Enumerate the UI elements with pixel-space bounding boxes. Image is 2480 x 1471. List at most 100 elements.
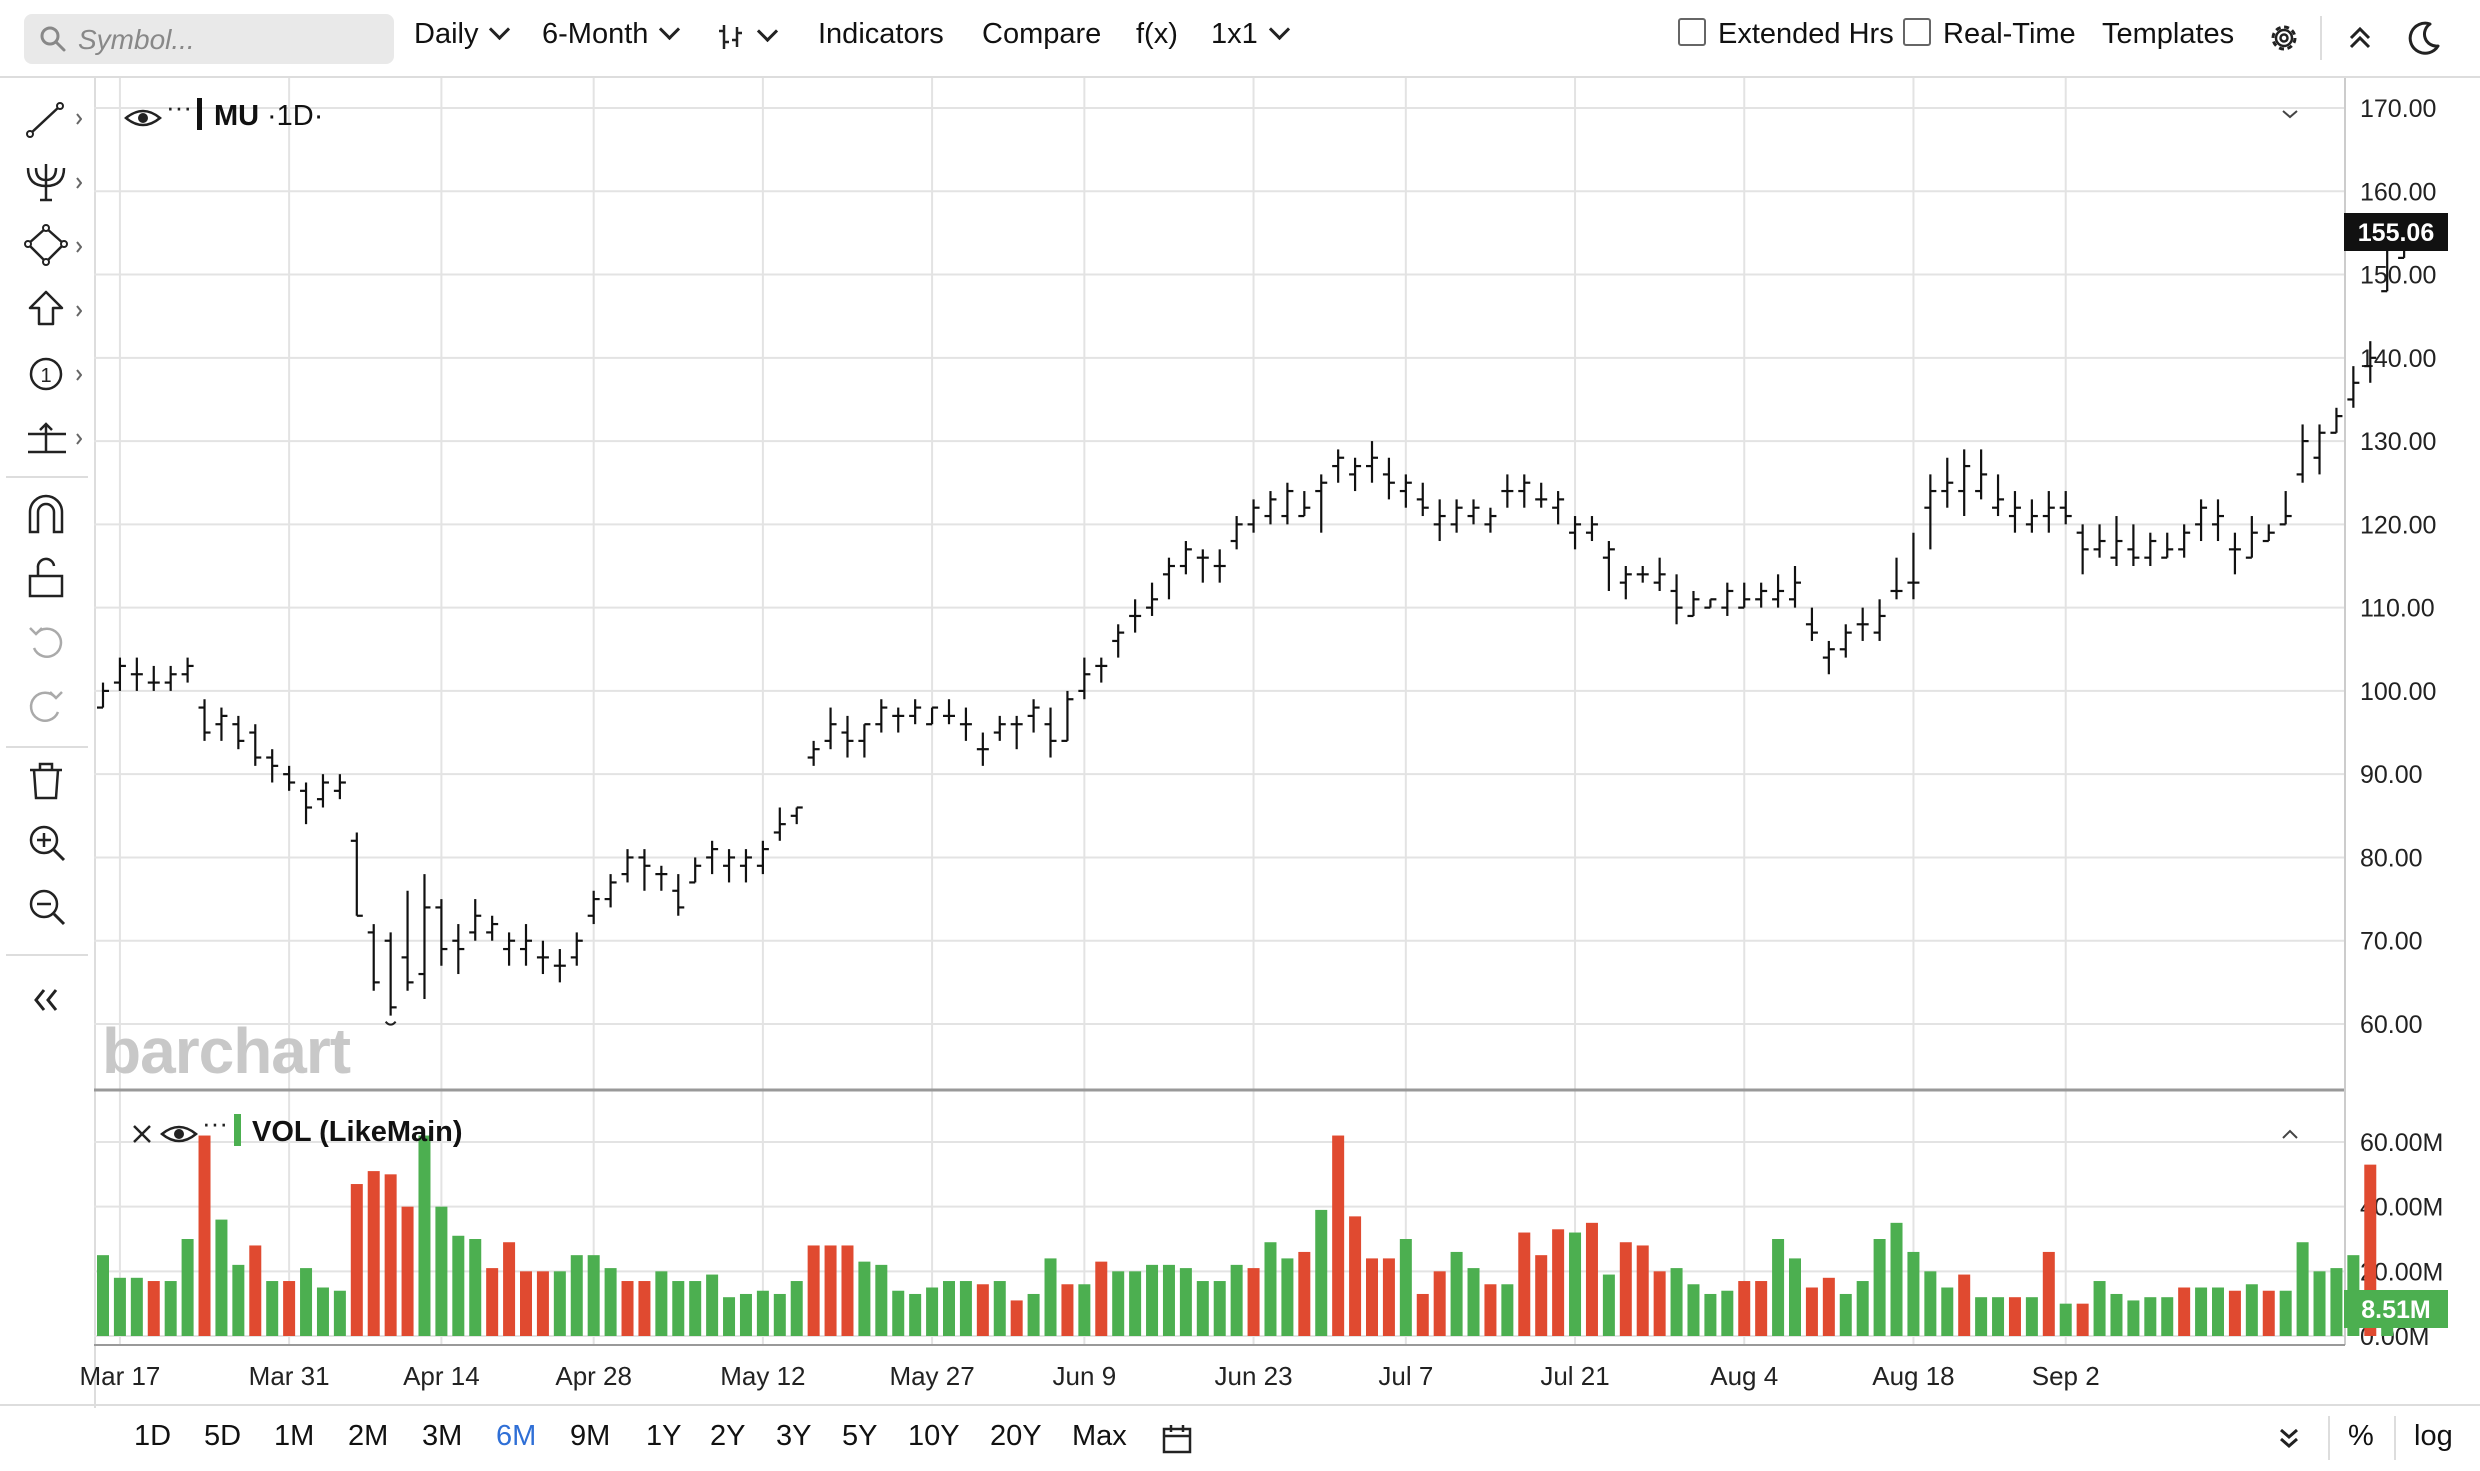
price-tick-label: 150.00 [2360, 262, 2436, 290]
volume-bar [976, 1284, 989, 1336]
last-volume-label: 8.51M [2361, 1296, 2430, 1324]
volume-bar [1839, 1293, 1852, 1336]
ohlc-bar [1602, 541, 1615, 591]
log-scale-button[interactable]: log [2414, 1420, 2453, 1452]
symbol-search[interactable] [24, 14, 394, 64]
more-options-icon[interactable]: ··· [202, 1108, 228, 1138]
ohlc-bar [181, 657, 194, 683]
indicators-button[interactable]: Indicators [818, 18, 944, 50]
ohlc-bar [943, 699, 955, 725]
ohlc-bar [266, 749, 279, 783]
range-button-10y[interactable]: 10Y [908, 1420, 960, 1452]
volume-bar [316, 1287, 329, 1336]
eye-icon[interactable] [124, 109, 162, 127]
compare-button[interactable]: Compare [982, 18, 1102, 50]
collapse-up-icon[interactable] [2340, 18, 2380, 58]
range-button-max[interactable]: Max [1072, 1420, 1127, 1452]
calendar-icon[interactable] [1160, 1422, 1194, 1456]
real-time-toggle[interactable]: Real-Time [1903, 18, 2076, 51]
function-button[interactable]: f(x) [1136, 18, 1178, 50]
volume-bar [198, 1135, 211, 1336]
ohlc-bar [232, 715, 245, 750]
range-button-2y[interactable]: 2Y [710, 1420, 746, 1452]
ohlc-bar [706, 840, 719, 875]
delete-drawings-button[interactable] [22, 754, 76, 808]
volume-bar [1196, 1281, 1209, 1336]
ohlc-bar [587, 890, 600, 925]
volume-bar [266, 1281, 279, 1336]
volume-bar [1501, 1284, 1514, 1336]
counter-tool[interactable]: 1 [22, 348, 82, 402]
range-button-3m[interactable]: 3M [422, 1420, 463, 1452]
range-button-5d[interactable]: 5D [204, 1420, 242, 1452]
range-button-1m[interactable]: 1M [274, 1420, 315, 1452]
ohlc-bar [892, 707, 905, 733]
dark-mode-moon-icon[interactable] [2404, 18, 2444, 58]
period-dropdown[interactable]: 6-Month [542, 18, 681, 51]
ohlc-bar [756, 840, 769, 875]
volume-bar [689, 1281, 702, 1336]
chart-type-dropdown[interactable] [716, 20, 779, 53]
percent-scale-button[interactable]: % [2348, 1420, 2374, 1452]
layout-dropdown[interactable]: 1x1 [1211, 18, 1290, 51]
price-tick-label: 90.00 [2360, 761, 2423, 789]
range-button-5y[interactable]: 5Y [842, 1420, 878, 1452]
range-button-1d[interactable]: 1D [134, 1420, 172, 1452]
interval-dropdown[interactable]: Daily [414, 18, 511, 51]
extended-hours-toggle[interactable]: Extended Hrs [1678, 18, 1894, 51]
collapse-toolbar-button[interactable] [22, 974, 76, 1028]
ohlc-bar [401, 890, 414, 991]
gear-icon[interactable] [2264, 18, 2304, 58]
time-tick-label: Aug 18 [1872, 1361, 1954, 1391]
expand-pane-chevron-icon[interactable] [2282, 1129, 2298, 1139]
ohlc-bar [1399, 474, 1412, 508]
more-options-icon[interactable]: ··· [166, 92, 192, 122]
magnet-icon [28, 494, 64, 534]
symbol-label: MU [214, 100, 259, 132]
ohlc-bar [1044, 707, 1057, 758]
range-button-2m[interactable]: 2M [348, 1420, 389, 1452]
range-button-9m[interactable]: 9M [570, 1420, 611, 1452]
volume-bar [401, 1206, 414, 1336]
chart-area[interactable]: 170.00160.00150.00140.00130.00120.00110.… [0, 0, 2480, 1400]
redo-button[interactable] [22, 680, 76, 734]
real-time-checkbox[interactable] [1903, 18, 1931, 47]
ohlc-bar [1112, 624, 1125, 658]
ohlc-bar [841, 715, 854, 758]
volume-title: VOL (LikeMain) [252, 1116, 463, 1148]
volume-bar [1162, 1264, 1175, 1336]
range-button-20y[interactable]: 20Y [990, 1420, 1042, 1452]
extended-hours-checkbox[interactable] [1678, 18, 1706, 47]
range-button-3y[interactable]: 3Y [776, 1420, 812, 1452]
double-chevron-down-icon[interactable] [2272, 1422, 2306, 1456]
zoom-in-button[interactable] [22, 818, 76, 872]
volume-bar [959, 1281, 972, 1336]
ohlc-bar [520, 924, 532, 966]
close-icon[interactable] [133, 1125, 151, 1143]
ohlc-bar [1484, 507, 1497, 533]
magnet-tool[interactable] [22, 488, 76, 542]
eye-icon[interactable] [160, 1125, 198, 1143]
ohlc-bar [1721, 582, 1734, 616]
ohlc-bar [570, 932, 583, 966]
measure-tool[interactable] [22, 412, 82, 466]
volume-bar [1281, 1258, 1294, 1336]
range-button-6m[interactable]: 6M [496, 1420, 537, 1452]
volume-bar [909, 1293, 922, 1336]
volume-pane-legend: ··· VOL (LikeMain) [133, 1108, 463, 1148]
volume-bar [1129, 1271, 1142, 1336]
pitchfork-tool[interactable] [22, 156, 82, 210]
range-button-1y[interactable]: 1Y [646, 1420, 682, 1452]
ohlc-bar [1552, 491, 1565, 525]
lock-tool[interactable] [22, 552, 76, 606]
zoom-out-button[interactable] [22, 882, 76, 936]
trend-line-tool[interactable] [22, 92, 82, 146]
arrow-marker-tool[interactable] [22, 284, 82, 338]
undo-button[interactable] [22, 616, 76, 670]
volume-bar [756, 1290, 769, 1336]
price-tick-label: 160.00 [2360, 178, 2436, 206]
symbol-search-input[interactable] [76, 20, 380, 60]
templates-button[interactable]: Templates [2102, 18, 2235, 50]
shapes-tool[interactable] [22, 220, 82, 274]
collapse-pane-chevron-icon[interactable] [2282, 110, 2298, 119]
